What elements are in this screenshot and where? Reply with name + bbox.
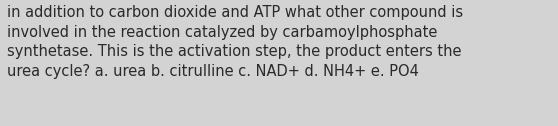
Text: in addition to carbon dioxide and ATP what other compound is
involved in the rea: in addition to carbon dioxide and ATP wh… bbox=[7, 5, 463, 79]
